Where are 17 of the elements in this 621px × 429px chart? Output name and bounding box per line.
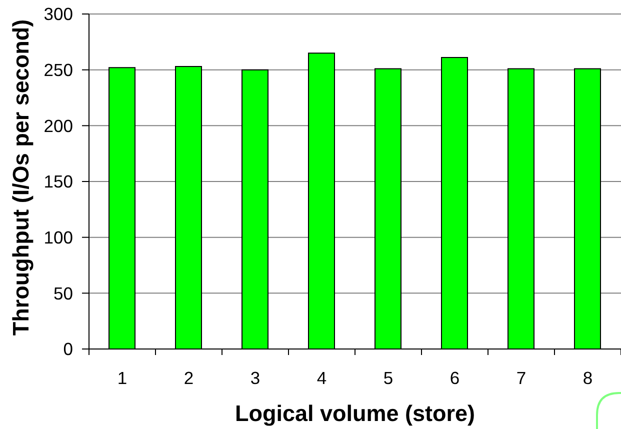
x-tick-label: 7 [516, 368, 526, 388]
y-tick-label: 300 [44, 4, 74, 24]
x-tick-label: 5 [383, 368, 394, 388]
y-tick-label: 100 [44, 228, 74, 248]
y-tick-label: 0 [63, 339, 74, 360]
x-tick-label: 8 [582, 368, 593, 388]
y-tick-label: 50 [54, 283, 74, 304]
y-tick-label: 250 [44, 60, 74, 80]
y-tick-label: 200 [44, 116, 74, 136]
y-axis-title: Throughput (I/Os per second) [8, 19, 34, 336]
x-tick-label: 4 [316, 368, 327, 388]
x-tick-label: 2 [184, 368, 194, 388]
x-tick-label: 3 [250, 368, 260, 388]
x-tick-label: 6 [450, 368, 460, 388]
x-axis-title: Logical volume (store) [234, 401, 476, 426]
y-tick-label: 150 [44, 172, 74, 192]
x-tick-label: 1 [117, 368, 128, 388]
